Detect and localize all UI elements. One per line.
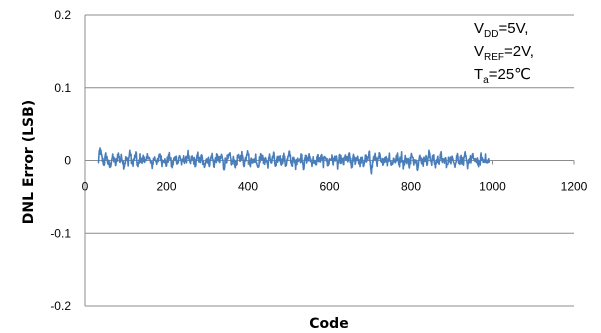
x-tick-label: 0: [82, 180, 89, 194]
conditions-annotation: VDD=5V, VREF=2V, Ta=25℃: [474, 20, 534, 86]
y-axis-title: DNL Error (LSB): [21, 100, 37, 224]
vref-subscript: REF: [484, 52, 504, 63]
x-tick-label: 200: [156, 180, 176, 194]
vref-symbol: V: [474, 43, 484, 60]
y-tick-label: -0.2: [50, 299, 71, 313]
annotation-vref: VREF=2V,: [474, 43, 534, 63]
vdd-subscript: DD: [484, 29, 498, 40]
x-tick-label: 800: [401, 180, 421, 194]
annotation-temp: Ta=25℃: [474, 66, 531, 86]
temp-symbol: T: [474, 66, 483, 83]
x-tick-label: 1000: [479, 180, 506, 194]
x-axis-title: Code: [309, 316, 348, 332]
series-line: [97, 147, 491, 175]
annotation-vdd: VDD=5V,: [474, 20, 528, 40]
temp-subscript: a: [483, 75, 489, 86]
vref-value: =2V,: [504, 43, 534, 60]
y-tick-label: -0.1: [50, 226, 71, 240]
x-tick-label: 400: [238, 180, 258, 194]
y-tick-label: 0.1: [54, 81, 71, 95]
y-tick-label: 0: [64, 154, 71, 168]
tick-labels: 0.2 0.1 0 -0.1 -0.2 0 200 400 600 800 1000 1200: [50, 8, 587, 313]
vdd-value: =5V,: [498, 20, 528, 37]
series-layer: [97, 147, 491, 175]
x-tick-label: 600: [319, 180, 339, 194]
temp-value: =25℃: [489, 66, 531, 83]
y-tick-label: 0.2: [54, 8, 71, 22]
x-tick-label: 1200: [561, 180, 588, 194]
vdd-symbol: V: [474, 20, 484, 37]
